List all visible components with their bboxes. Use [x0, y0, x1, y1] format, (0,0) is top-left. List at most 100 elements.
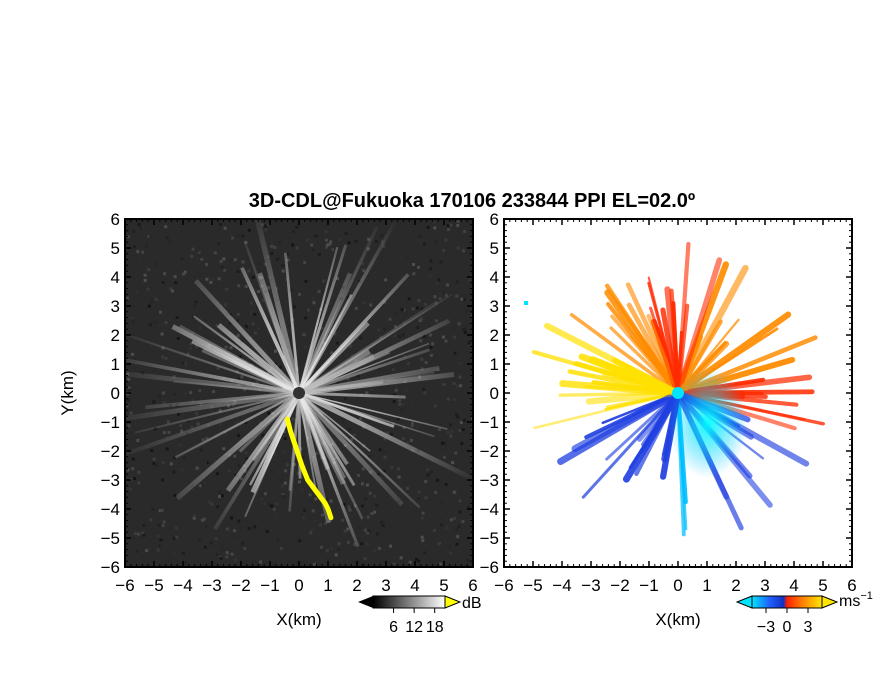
noise-speck	[174, 281, 178, 285]
noise-speck	[175, 535, 179, 539]
y-tick-label: 5	[490, 239, 499, 258]
noise-speck	[463, 326, 467, 330]
noise-speck	[449, 223, 453, 227]
velocity-ray	[558, 391, 680, 397]
noise-speck	[284, 277, 288, 281]
noise-speck	[199, 402, 203, 406]
noise-speck	[281, 495, 285, 499]
noise-speck	[314, 497, 318, 501]
noise-speck	[241, 542, 245, 546]
noise-speck	[228, 259, 232, 263]
noise-speck	[337, 542, 341, 546]
noise-speck	[437, 428, 441, 432]
beam-ray	[298, 371, 435, 394]
noise-speck	[333, 332, 337, 336]
noise-speck	[446, 224, 450, 228]
noise-speck	[137, 532, 141, 536]
noise-speck	[347, 241, 351, 245]
beam-ray	[175, 390, 301, 501]
noise-speck	[189, 391, 193, 395]
noise-speck	[127, 398, 130, 402]
noise-speck	[341, 285, 345, 289]
noise-speck	[468, 344, 471, 348]
noise-speck	[172, 456, 176, 460]
noise-speck	[137, 223, 141, 226]
noise-speck	[454, 512, 458, 516]
noise-speck	[199, 484, 202, 488]
noise-speck	[161, 346, 165, 350]
beam-ray	[191, 339, 300, 395]
noise-speck	[149, 235, 153, 239]
noise-speck	[220, 545, 224, 549]
noise-speck	[352, 433, 356, 437]
noise-speck	[396, 500, 400, 504]
noise-speck	[401, 437, 405, 441]
noise-speck	[416, 306, 419, 310]
noise-speck	[394, 311, 398, 315]
noise-speck	[285, 252, 289, 256]
x-tick-label: −4	[173, 576, 192, 595]
noise-speck	[145, 549, 149, 553]
noise-speck	[163, 272, 167, 276]
noise-speck	[429, 345, 433, 349]
right-colorbar-unit: ms−1	[839, 590, 873, 610]
right-colorbar-ticks: −3 0 3	[757, 608, 813, 636]
noise-speck	[164, 356, 168, 360]
noise-speck	[429, 443, 433, 447]
noise-speck	[311, 296, 315, 300]
noise-speck	[311, 248, 315, 252]
noise-speck	[173, 393, 177, 396]
noise-speck	[233, 529, 236, 533]
noise-speck	[375, 503, 379, 507]
noise-speck	[280, 479, 284, 483]
noise-speck	[448, 551, 452, 555]
noise-speck	[302, 333, 306, 337]
noise-speck	[254, 331, 257, 335]
noise-speck	[267, 411, 271, 415]
noise-speck	[386, 431, 390, 435]
noise-speck	[358, 525, 362, 529]
left-x-ticks: −6 −5 −4 −3 −2 −1 0 1 2 3 4 5 6	[115, 219, 478, 595]
noise-speck	[244, 420, 248, 424]
x-tick-label: −5	[523, 576, 542, 595]
noise-speck	[237, 433, 241, 437]
noise-speck	[466, 505, 470, 509]
noise-speck	[236, 270, 240, 274]
noise-speck	[217, 242, 220, 245]
noise-speck	[247, 228, 251, 232]
noise-speck	[173, 275, 177, 279]
noise-speck	[181, 361, 185, 365]
left-colorbar: dB 6 12 18	[358, 595, 482, 636]
noise-speck	[251, 401, 255, 405]
noise-speck	[320, 326, 324, 330]
noise-speck	[283, 450, 287, 454]
beam-ray	[125, 371, 300, 396]
noise-speck	[291, 230, 295, 234]
y-tick-label: 5	[111, 239, 120, 258]
noise-speck	[135, 289, 139, 293]
noise-speck	[198, 389, 202, 393]
noise-speck	[454, 451, 458, 455]
noise-speck	[273, 246, 277, 249]
noise-speck	[185, 360, 189, 364]
beam-ray	[252, 392, 301, 462]
noise-speck	[325, 245, 328, 249]
noise-speck	[382, 244, 386, 248]
noise-speck	[131, 467, 135, 471]
noise-speck	[194, 300, 198, 304]
noise-speck	[417, 490, 421, 494]
noise-speck	[332, 498, 336, 502]
noise-speck	[304, 316, 308, 320]
noise-speck	[449, 423, 453, 427]
noise-speck	[430, 549, 434, 553]
noise-speck	[441, 335, 445, 339]
noise-speck	[205, 277, 209, 281]
noise-speck	[236, 319, 240, 323]
beam-ray	[297, 390, 473, 482]
noise-speck	[293, 305, 296, 309]
noise-speck	[131, 457, 135, 461]
noise-speck	[338, 457, 342, 461]
noise-speck	[154, 297, 158, 301]
noise-speck	[432, 220, 436, 224]
noise-speck	[230, 516, 233, 520]
